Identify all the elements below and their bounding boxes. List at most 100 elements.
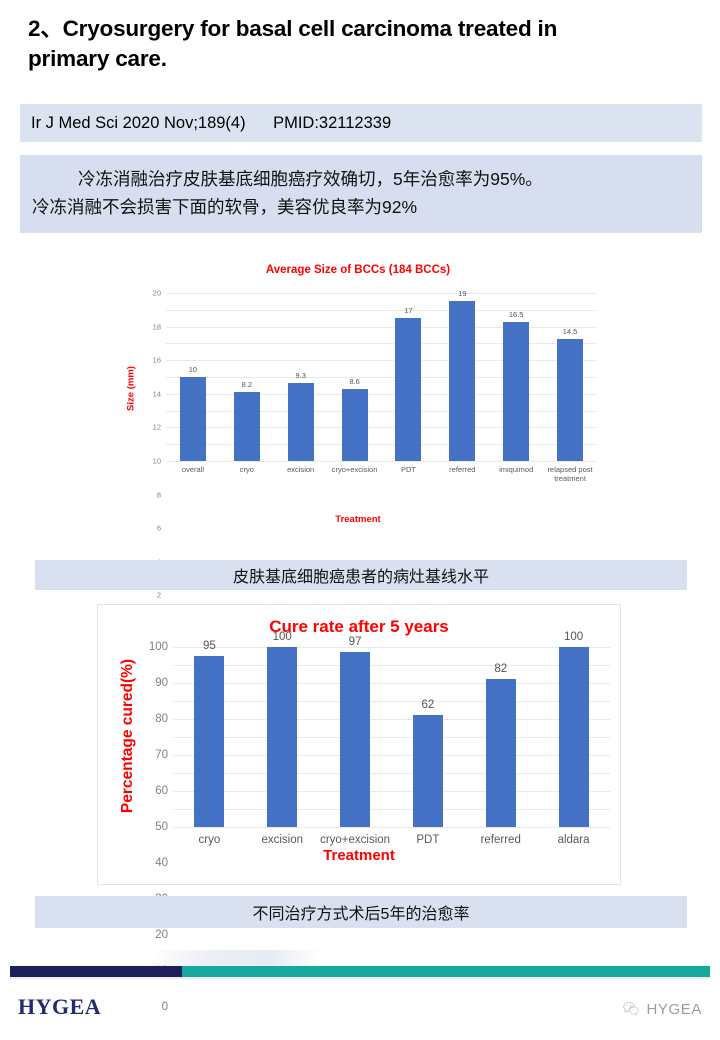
bar-slot: 16.5 bbox=[489, 293, 543, 461]
y-axis-tick: 12 bbox=[152, 422, 161, 432]
gridline: 20 bbox=[153, 289, 597, 298]
y-axis-tick: 60 bbox=[155, 785, 168, 797]
bar bbox=[485, 679, 516, 827]
page-title-line-1: 2、Cryosurgery for basal cell carcinoma t… bbox=[28, 16, 558, 41]
bar-slot: 62 bbox=[391, 647, 464, 827]
gridline: 10 bbox=[153, 377, 597, 466]
gridline: 6 bbox=[157, 410, 597, 533]
x-axis-tick: aldara bbox=[557, 834, 590, 846]
x-axis-tick: excision bbox=[261, 834, 304, 846]
bar-series: 95 100 97 62 82 100 bbox=[173, 631, 610, 827]
bar bbox=[179, 377, 206, 461]
bar-value-label: 8.6 bbox=[349, 376, 360, 386]
bar-value-label: 19 bbox=[458, 289, 467, 299]
gridline: 18 bbox=[153, 309, 597, 331]
gridline: 90 bbox=[155, 665, 610, 689]
caption-text-2: 不同治疗方式术后5年的治愈率 bbox=[252, 906, 470, 923]
y-axis-tick: 20 bbox=[152, 288, 161, 298]
chart1-y-axis-title: Size (mm) bbox=[125, 366, 137, 411]
chart-average-size-of-bccs: Average Size of BCCs (184 BCCs) Size (mm… bbox=[112, 252, 604, 634]
chart1-x-axis-title: Treatment bbox=[335, 514, 381, 525]
x-axis-tick: PDT bbox=[416, 834, 440, 846]
bar-slot: 8.6 bbox=[328, 293, 382, 461]
chart2-y-axis-title: Percentage cured(%) bbox=[119, 658, 136, 814]
chart2-title: Cure rate after 5 years bbox=[269, 617, 449, 636]
bar bbox=[267, 647, 298, 827]
gridline: 0 bbox=[162, 827, 610, 1013]
y-axis-tick: 8 bbox=[156, 490, 161, 500]
x-axis-tick: overall bbox=[181, 465, 204, 474]
bar bbox=[395, 318, 422, 461]
y-axis-tick: 80 bbox=[155, 713, 168, 725]
y-axis-tick: 10 bbox=[152, 456, 161, 466]
y-axis-tick: 40 bbox=[155, 857, 168, 869]
abstract-line-2: 冷冻消融不会损害下面的软骨，美容优良率为92% bbox=[32, 197, 418, 218]
bar-slot: 97 bbox=[319, 636, 392, 827]
x-axis-tick: referred bbox=[480, 834, 521, 846]
y-axis-tick: 6 bbox=[156, 523, 161, 533]
bar bbox=[341, 388, 368, 461]
bar bbox=[194, 656, 225, 827]
x-axis-labels: cryo excision cryo+excision PDT referred alda… bbox=[173, 833, 610, 847]
x-axis-labels: overall cryo excision cryo+excision PDT refer… bbox=[166, 465, 597, 484]
y-axis-tick: 50 bbox=[155, 821, 168, 833]
bar-slot: 19 bbox=[435, 289, 489, 461]
bar-value-label: 9.3 bbox=[295, 370, 306, 380]
x-axis-tick: cryo bbox=[198, 834, 221, 846]
y-axis-tick: 20 bbox=[155, 929, 168, 941]
citation-text: Ir J Med Sci 2020 Nov;189(4) PMID:321123… bbox=[31, 113, 392, 132]
y-axis-tick: 90 bbox=[155, 677, 168, 689]
gridline: 50 bbox=[155, 737, 610, 833]
chart2-x-axis-title: Treatment bbox=[323, 847, 395, 864]
page-title-line-2: primary care. bbox=[28, 45, 167, 71]
y-axis-tick: 70 bbox=[155, 749, 168, 761]
y-axis-tick: 18 bbox=[152, 322, 161, 332]
bar bbox=[503, 322, 530, 461]
y-axis-tick: 2 bbox=[156, 590, 161, 600]
caption-bar-baseline: 皮肤基底细胞癌患者的病灶基线水平 bbox=[35, 560, 687, 590]
caption-bar-cure-rate: 不同治疗方式术后5年的治愈率 bbox=[35, 896, 687, 928]
gridline: 70 bbox=[155, 701, 610, 761]
bar-slot: 17 bbox=[382, 293, 436, 461]
gridline: 100 bbox=[149, 641, 610, 653]
chart2-plot-area: 100908070605040302010095100976282100cryo… bbox=[149, 631, 610, 1013]
gridline: 14 bbox=[153, 343, 597, 398]
bar bbox=[558, 647, 589, 827]
footer-bar-teal bbox=[182, 966, 710, 977]
bar-value-label: 16.5 bbox=[508, 310, 524, 320]
brand-logo-left: HYGEA bbox=[18, 994, 102, 1019]
bar-value-label: 82 bbox=[494, 663, 508, 676]
y-axis-tick: 16 bbox=[152, 355, 161, 365]
y-axis-tick: 100 bbox=[148, 641, 168, 653]
bar-value-label: 97 bbox=[348, 636, 362, 649]
gridline: 8 bbox=[157, 393, 597, 499]
gridline: 80 bbox=[155, 683, 610, 725]
y-axis-tick: 0 bbox=[161, 1001, 168, 1013]
x-axis-tick: referred bbox=[449, 465, 476, 474]
chart1-title: Average Size of BCCs (184 BCCs) bbox=[265, 264, 451, 276]
bar-slot: 9.3 bbox=[274, 293, 328, 461]
gridline: 20 bbox=[155, 791, 610, 941]
bar-value-label: 10 bbox=[188, 365, 198, 374]
x-axis-tick: excision bbox=[287, 465, 315, 474]
footer-bar-dark bbox=[10, 966, 182, 977]
gridline: 16 bbox=[153, 326, 597, 365]
chart-cure-rate-after-5-years: Cure rate after 5 years Percentage cured… bbox=[97, 604, 621, 1013]
bar-value-label: 17 bbox=[404, 306, 413, 316]
x-axis-tick: cryo bbox=[239, 465, 254, 474]
citation-bar: Ir J Med Sci 2020 Nov;189(4) PMID:321123… bbox=[20, 104, 702, 142]
abstract-box: 冷冻消融治疗皮肤基底细胞癌疗效确切，5年治愈率为95%。 冷冻消融不会损害下面的… bbox=[20, 155, 702, 233]
bar-slot: 82 bbox=[464, 647, 537, 827]
footer-watermark bbox=[150, 950, 320, 966]
x-axis-tick: relapsed post treatment bbox=[547, 465, 593, 484]
gridline: 0 bbox=[157, 461, 597, 634]
gridline: 60 bbox=[155, 719, 610, 797]
x-axis-tick: cryo+excision bbox=[320, 834, 391, 846]
bar bbox=[340, 652, 371, 827]
abstract-line-1: 冷冻消融治疗皮肤基底细胞癌疗效确切，5年治愈率为95%。 bbox=[78, 169, 543, 189]
gridline: 40 bbox=[155, 755, 610, 869]
caption-text-1: 皮肤基底细胞癌患者的病灶基线水平 bbox=[232, 569, 489, 586]
chart1-plot-area: 20181614121086420108.29.38.6171916.514.5… bbox=[153, 289, 597, 634]
x-axis-tick: imiquimod bbox=[499, 465, 534, 474]
